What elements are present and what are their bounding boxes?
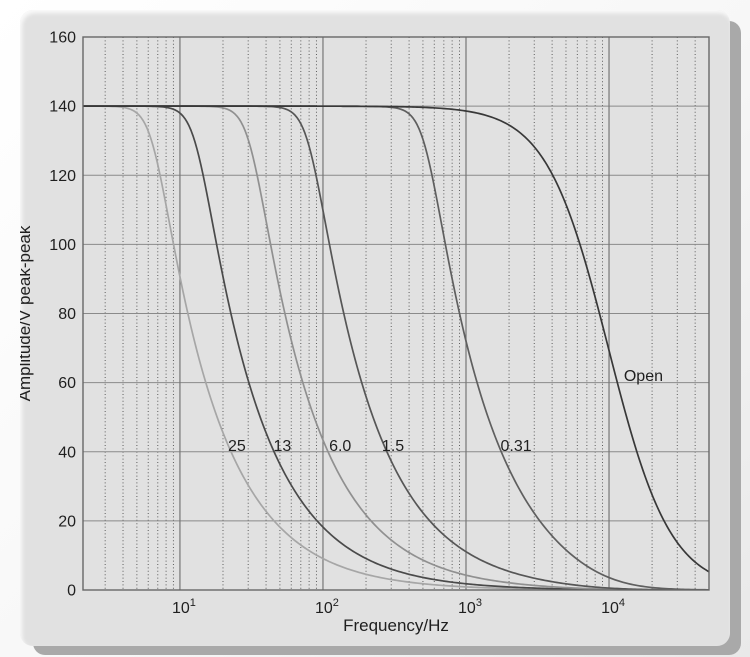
curves-group xyxy=(83,105,709,590)
curve-13 xyxy=(83,105,709,590)
curve-6.0 xyxy=(83,105,709,590)
y-tick-label: 20 xyxy=(58,513,76,530)
y-tick-label: 40 xyxy=(58,444,76,461)
curve-label-open: Open xyxy=(624,368,663,385)
y-tick-label: 60 xyxy=(58,375,76,392)
y-tick-label: 0 xyxy=(67,583,76,600)
curve-label-25: 25 xyxy=(228,438,246,455)
curve-open xyxy=(83,105,709,573)
curve-label-1.5: 1.5 xyxy=(382,438,404,455)
y-tick-label: 120 xyxy=(49,168,76,185)
y-tick-label: 80 xyxy=(58,306,76,323)
x-tick-label: 102 xyxy=(315,597,339,617)
y-tick-label: 160 xyxy=(49,30,76,47)
curve-label-0.31: 0.31 xyxy=(501,438,532,455)
curve-label-6.0: 6.0 xyxy=(329,438,351,455)
curve-0.31 xyxy=(83,105,709,590)
x-axis-title: Frequency/Hz xyxy=(343,616,449,635)
curve-labels: 25 13 6.0 1.5 0.31 Open xyxy=(228,368,663,455)
grid-decade-lines xyxy=(179,37,610,590)
y-tick-label: 140 xyxy=(49,99,76,116)
x-tick-label: 101 xyxy=(172,597,196,617)
figure-bezel-panel: 25 13 6.0 1.5 0.31 Open 0 20 40 60 80 100 120 140 160 1… xyxy=(20,10,730,646)
y-axis-title: Amplitude/V peak-peak xyxy=(20,225,34,401)
y-tick-label: 100 xyxy=(49,237,76,254)
amplitude-vs-frequency-chart: 25 13 6.0 1.5 0.31 Open 0 20 40 60 80 100 120 140 160 1… xyxy=(20,30,710,635)
x-tick-labels: 101 102 103 104 xyxy=(172,597,625,617)
curve-25 xyxy=(83,105,709,590)
x-tick-label: 103 xyxy=(458,597,482,617)
grid-horizontal-major xyxy=(83,36,709,591)
curve-label-13: 13 xyxy=(273,438,291,455)
x-tick-label: 104 xyxy=(601,597,625,617)
curve-1.5 xyxy=(83,105,709,590)
plot-border xyxy=(82,36,710,591)
y-tick-labels: 0 20 40 60 80 100 120 140 160 xyxy=(49,30,76,600)
